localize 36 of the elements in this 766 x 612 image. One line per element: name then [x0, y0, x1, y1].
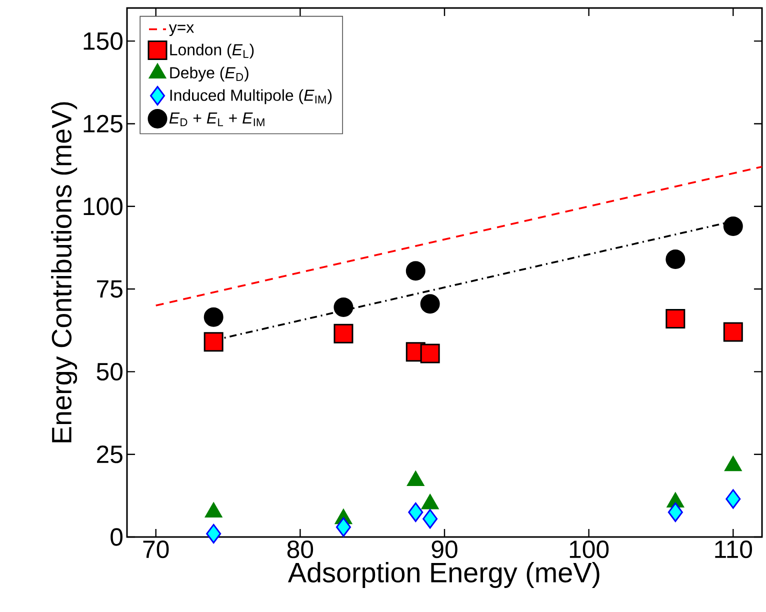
x-axis-title: Adsorption Energy (meV) — [288, 562, 600, 588]
point — [420, 294, 440, 314]
y-tick-label: 75 — [97, 280, 122, 298]
point — [420, 344, 440, 364]
legend-label: London (E$_{L}$) — [170, 44, 254, 59]
y-tick-label: 25 — [97, 446, 122, 464]
point — [336, 517, 351, 537]
x-tick-label: 80 — [287, 540, 314, 558]
legend-label: E$_{D}$ + E$_{L}$ + E$_{IM}$ — [169, 112, 264, 126]
y-tick-label: 50 — [96, 362, 122, 381]
point — [726, 489, 741, 509]
x-tick-label: 90 — [432, 540, 458, 558]
point — [723, 322, 743, 342]
point — [408, 502, 424, 522]
point — [206, 524, 222, 544]
point — [723, 216, 743, 236]
y-tick-label: 150 — [84, 32, 122, 50]
point — [666, 250, 686, 270]
legend-label: Debye (E$_{D}$) — [170, 66, 248, 82]
point — [334, 324, 354, 344]
legend-label: Induced Multipole (E$_{IM}$) — [170, 89, 332, 104]
y-tick-label: 125 — [84, 114, 122, 133]
point — [406, 261, 426, 281]
x-tick-label: 100 — [570, 540, 609, 558]
point — [666, 309, 686, 329]
point — [334, 297, 354, 317]
legend-label: y=x — [168, 24, 194, 36]
y-tick-label: 100 — [84, 198, 122, 216]
x-tick-label: 70 — [143, 540, 169, 558]
x-tick-label: 110 — [715, 540, 752, 558]
point — [204, 307, 224, 327]
point — [668, 502, 683, 522]
point — [422, 509, 438, 529]
y-tick-label: 0 — [110, 528, 123, 546]
point — [204, 332, 224, 352]
y-axis-title: Energy Contributions (meV) — [51, 102, 78, 442]
